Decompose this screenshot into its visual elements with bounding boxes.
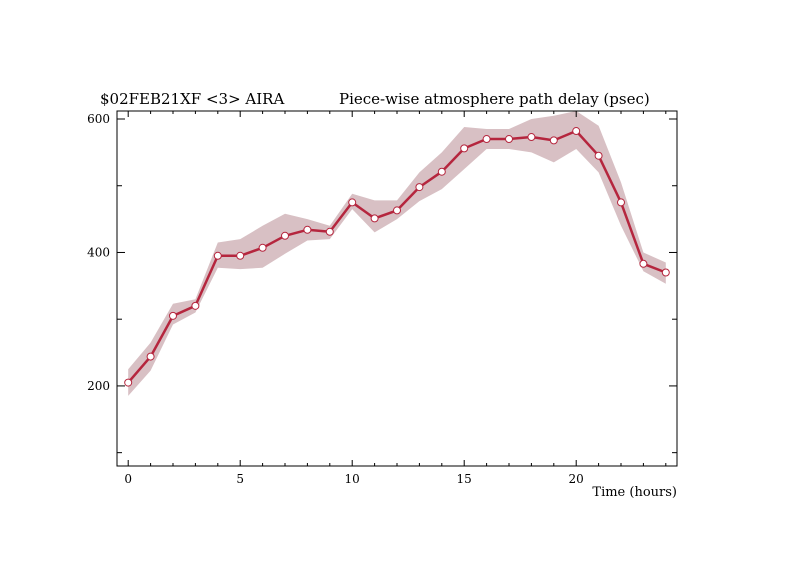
- data-point: [661, 268, 670, 277]
- data-point: [146, 352, 155, 361]
- data-point: [169, 311, 177, 320]
- data-point: [527, 133, 536, 142]
- data-point: [415, 183, 424, 192]
- data-point: [594, 151, 603, 160]
- chart-title-left: $02FEB21XF <3> AIRA: [100, 90, 284, 108]
- data-point: [639, 259, 648, 268]
- x-tick-label: 10: [345, 472, 360, 486]
- x-tick-label: 5: [236, 472, 244, 486]
- x-axis-label: Time (hours): [592, 485, 677, 500]
- tick-labels: 0 5 10 15 20 200 400 600: [87, 112, 584, 486]
- data-point: [191, 301, 200, 310]
- data-point: [370, 214, 379, 223]
- x-tick-label: 15: [457, 472, 472, 486]
- data-point: [348, 198, 357, 207]
- data-point: [393, 206, 401, 215]
- data-point: [325, 227, 334, 236]
- data-point: [236, 251, 245, 260]
- data-point: [281, 231, 289, 240]
- x-tick-label: 0: [124, 472, 132, 486]
- data-markers: [124, 127, 670, 387]
- data-point: [617, 198, 625, 207]
- data-point: [213, 251, 222, 260]
- data-point: [437, 167, 446, 176]
- y-tick-label: 400: [87, 245, 110, 259]
- plot-frame: [116, 110, 678, 467]
- data-point: [303, 225, 312, 234]
- confidence-band: [128, 111, 666, 396]
- y-tick-label: 600: [87, 112, 110, 126]
- data-point: [258, 243, 267, 252]
- data-point: [460, 144, 469, 153]
- data-point: [124, 378, 133, 387]
- data-point: [549, 136, 558, 145]
- data-point: [572, 127, 581, 136]
- x-tick-label: 20: [569, 472, 584, 486]
- y-tick-label: 200: [87, 379, 110, 393]
- chart-title-right: Piece-wise atmosphere path delay (psec): [339, 90, 650, 108]
- data-point: [505, 135, 513, 144]
- data-point: [482, 135, 491, 144]
